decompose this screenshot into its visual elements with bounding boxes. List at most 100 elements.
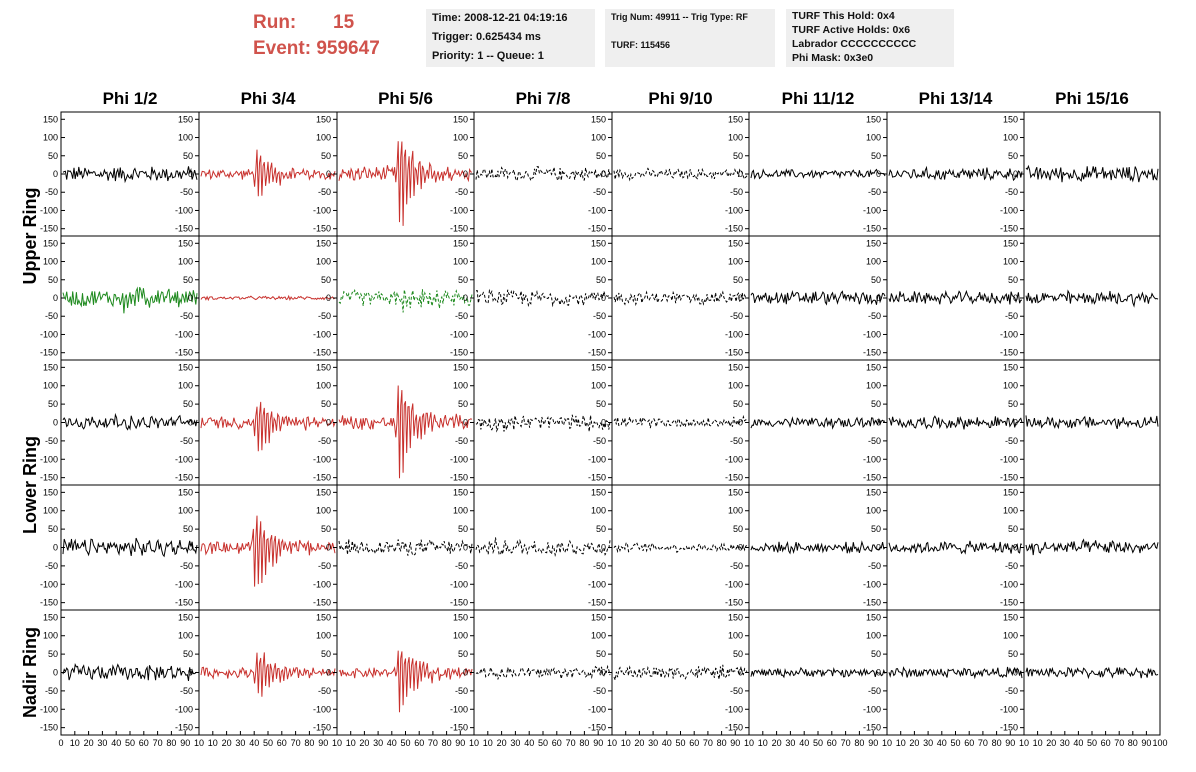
y-tick-label: -50 [868,686,881,696]
y-tick-label: -100 [725,579,743,589]
y-tick-label: -150 [863,224,881,234]
y-tick-label: 50 [183,649,193,659]
x-tick-label: 30 [510,738,520,748]
y-tick-label: -150 [450,224,468,234]
y-tick-label: 50 [733,649,743,659]
y-tick-label: 0 [1013,543,1018,553]
run-value: 15 [333,12,355,33]
y-tick-label: -150 [588,473,606,483]
x-tick-label: 10 [621,738,631,748]
y-tick-label: 150 [178,487,193,497]
y-tick-label: 100 [591,631,606,641]
y-tick-label: 50 [48,524,58,534]
y-tick-label: 150 [591,487,606,497]
waveform-trace [750,290,886,306]
run-label: Run: [253,12,297,33]
y-tick-label: 100 [178,257,193,267]
y-tick-label: -50 [455,187,468,197]
y-tick-label: 100 [866,133,881,143]
y-tick-label: 100 [866,631,881,641]
y-tick-label: 0 [53,418,58,428]
y-tick-label: 150 [591,612,606,622]
x-tick-label: 70 [978,738,988,748]
y-tick-label: -100 [40,704,58,714]
y-tick-label: 0 [738,293,743,303]
y-tick-label: 100 [43,631,58,641]
y-tick-label: 100 [591,506,606,516]
y-tick-label: 150 [453,362,468,372]
y-tick-label: -150 [725,224,743,234]
x-tick-label: 90 [1005,738,1015,748]
y-tick-label: 150 [1003,238,1018,248]
panel-frame [886,609,1025,736]
y-tick-label: -100 [588,454,606,464]
y-tick-label: 100 [1003,381,1018,391]
y-tick-label: -50 [1005,686,1018,696]
panel-frame [1023,359,1161,486]
time-text: Time: 2008-12-21 04:19:16 [432,12,568,24]
y-tick-label: -150 [313,348,331,358]
y-tick-label: -100 [1000,704,1018,714]
waveform-trace [613,167,748,182]
y-tick-label: -150 [40,598,58,608]
x-tick-label: 10 [346,738,356,748]
y-tick-label: -150 [450,598,468,608]
y-tick-label: 0 [876,543,881,553]
x-tick-label: 30 [923,738,933,748]
y-tick-label: -100 [40,579,58,589]
x-tick-label: 50 [125,738,135,748]
row-label: Nadir Ring [20,627,40,718]
x-tick-label: 70 [291,738,301,748]
y-tick-label: 50 [733,275,743,285]
y-tick-label: 50 [458,524,468,534]
waveform-trace [475,537,611,558]
waveform-trace [1025,415,1159,430]
y-tick-label: -50 [593,187,606,197]
x-tick-label: 80 [579,738,589,748]
y-tick-label: 50 [321,399,331,409]
y-tick-label: -50 [730,561,743,571]
y-tick-label: -100 [1000,205,1018,215]
waveform-trace [1025,164,1159,183]
y-tick-label: 50 [596,399,606,409]
trig-info-box: Trig Num: 49911 -- Trig Type: RF TURF: 1… [605,9,775,67]
y-tick-label: -150 [588,723,606,733]
y-tick-label: 150 [591,238,606,248]
x-tick-label: 70 [1114,738,1124,748]
x-tick-label: 10 [194,738,204,748]
y-tick-label: -100 [450,579,468,589]
y-tick-label: 0 [53,293,58,303]
x-tick-label: 60 [139,738,149,748]
y-tick-label: 150 [1003,487,1018,497]
y-tick-label: 0 [463,293,468,303]
x-tick-label: 80 [854,738,864,748]
y-tick-label: 150 [591,362,606,372]
column-header: Phi 11/12 [782,89,855,108]
y-tick-label: 50 [1008,524,1018,534]
x-tick-label: 70 [566,738,576,748]
y-tick-label: 100 [1003,257,1018,267]
waveform-trace [62,166,198,184]
y-tick-label: -100 [175,329,193,339]
y-tick-label: 100 [316,257,331,267]
y-tick-label: -100 [588,704,606,714]
x-tick-label: 90 [455,738,465,748]
panel-frame [886,111,1025,237]
y-tick-label: -100 [588,205,606,215]
y-tick-label: -50 [318,311,331,321]
y-tick-label: 50 [183,275,193,285]
y-tick-label: 150 [453,238,468,248]
y-tick-label: 0 [463,668,468,678]
y-tick-label: 0 [53,169,58,179]
x-tick-label: 70 [703,738,713,748]
x-tick-label: 0 [58,738,63,748]
y-tick-label: -150 [1000,598,1018,608]
x-tick-label: 30 [648,738,658,748]
waveform-trace [613,541,748,554]
y-tick-label: 50 [321,275,331,285]
x-tick-label: 90 [1141,738,1151,748]
column-header: Phi 13/14 [919,89,993,108]
waveform-trace [888,666,1023,680]
y-tick-label: 0 [463,418,468,428]
x-tick-label: 10 [208,738,218,748]
